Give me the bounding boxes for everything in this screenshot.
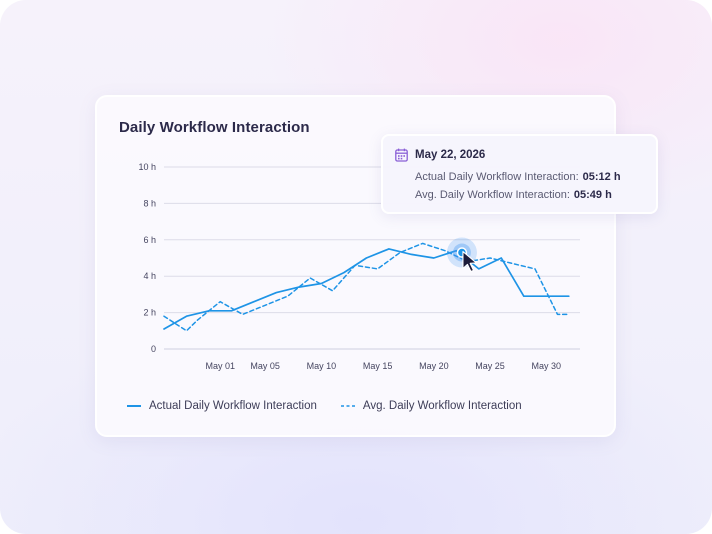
x-tick-label-4: May 20 <box>419 361 449 371</box>
legend-label-avg: Avg. Daily Workflow Interaction <box>362 400 522 412</box>
y-tick-label-2: 4 h <box>143 271 156 281</box>
series-line-avg[interactable] <box>163 242 570 332</box>
chart-legend: Actual Daily Workflow Interaction Avg. D… <box>127 399 522 413</box>
tooltip-value-avg: 05:49 h <box>573 189 612 201</box>
x-axis-labels: May 01 May 05 May 10 May 15 May 20 May 25 May … <box>205 361 561 371</box>
series-line-actual[interactable] <box>163 248 570 330</box>
x-tick-label-5: May 25 <box>475 361 505 371</box>
y-tick-label-0: 0 <box>151 344 156 354</box>
mouse-cursor-icon <box>462 250 477 273</box>
chart-title: Daily Workflow Interaction <box>119 119 310 136</box>
tooltip-row-actual: Actual Daily Workflow Interaction: 05:12 … <box>415 171 621 183</box>
x-tick-label-1: May 05 <box>250 361 280 371</box>
legend-label-actual: Actual Daily Workflow Interaction <box>149 400 317 412</box>
y-tick-label-1: 2 h <box>143 308 156 318</box>
calendar-icon <box>395 148 408 162</box>
chart-series <box>163 242 570 332</box>
x-tick-label-6: May 30 <box>532 361 562 371</box>
tooltip-row-avg: Avg. Daily Workflow Interaction: 05:49 h <box>415 189 612 201</box>
legend-item-actual[interactable]: Actual Daily Workflow Interaction <box>127 400 317 412</box>
tooltip-label-actual: Actual Daily Workflow Interaction: <box>415 171 579 183</box>
y-tick-label-3: 6 h <box>143 235 156 245</box>
y-tick-label-4: 8 h <box>143 198 156 208</box>
tooltip-value-actual: 05:12 h <box>582 171 621 183</box>
tooltip-label-avg: Avg. Daily Workflow Interaction: <box>415 189 570 201</box>
chart-tooltip: May 22, 2026 Actual Daily Workflow Inter… <box>381 134 658 214</box>
hover-marker <box>446 237 477 273</box>
legend-solid-line-icon <box>127 405 141 407</box>
line-chart: 02 h4 h6 h8 h10 h May 01 May 05 May 10 May … <box>138 162 580 371</box>
y-axis-labels: 0 2 h 4 h 6 h 8 h 10 h <box>138 162 156 354</box>
x-tick-label-2: May 10 <box>307 361 337 371</box>
x-tick-label-0: May 01 <box>205 361 235 371</box>
tooltip-date: May 22, 2026 <box>415 149 486 161</box>
legend-item-avg[interactable]: Avg. Daily Workflow Interaction <box>340 400 522 412</box>
y-tick-label-5: 10 h <box>138 162 156 172</box>
x-tick-label-3: May 15 <box>363 361 393 371</box>
legend-dashed-line-icon <box>340 405 355 407</box>
